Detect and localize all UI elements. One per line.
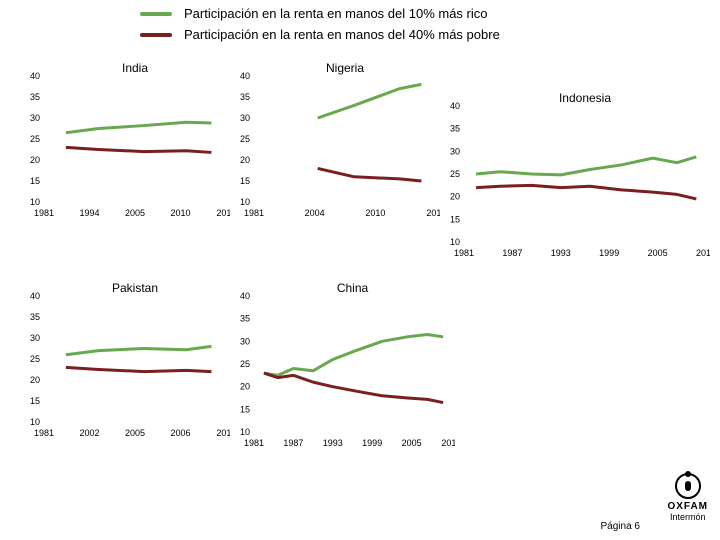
x-tick: 1993	[551, 248, 571, 258]
legend: Participación en la renta en manos del 1…	[140, 6, 500, 48]
oxfam-icon	[675, 473, 701, 499]
x-tick: 2002	[79, 428, 99, 438]
y-tick: 20	[30, 375, 40, 385]
legend-rich: Participación en la renta en manos del 1…	[140, 6, 500, 21]
chart-title: Nigeria	[326, 61, 364, 75]
x-tick: 2010	[170, 208, 190, 218]
x-tick: 1993	[323, 438, 343, 448]
legend-label-poor: Participación en la renta en manos del 4…	[184, 27, 500, 42]
y-tick: 15	[30, 176, 40, 186]
y-tick: 35	[240, 314, 250, 324]
chart-svg: India 10 15 20 25 30 35 40 1981 1994 2005 2010 2011	[20, 60, 230, 220]
chart-pakistan: Pakistan 10 15 20 25 30 35 40 1981 2002 2005 2006 20…	[20, 280, 230, 440]
oxfam-logo: OXFAM Intermón	[667, 473, 708, 522]
y-tick: 15	[30, 396, 40, 406]
y-tick: 25	[240, 359, 250, 369]
y-tick: 35	[30, 92, 40, 102]
x-tick: 2005	[402, 438, 422, 448]
x-tick: 2006	[170, 428, 190, 438]
x-tick: 1981	[244, 438, 264, 448]
y-tick: 15	[240, 404, 250, 414]
x-tick: 2011	[426, 208, 440, 218]
y-tick: 40	[30, 71, 40, 81]
y-tick: 40	[240, 71, 250, 81]
y-tick: 10	[240, 427, 250, 437]
series-line	[318, 168, 422, 181]
y-tick: 35	[30, 312, 40, 322]
y-tick: 30	[30, 113, 40, 123]
series-line	[264, 373, 443, 402]
y-tick: 25	[30, 134, 40, 144]
chart-svg: Indonesia 10 15 20 25 30 35 40 1981 1987 1993 1999 2…	[440, 90, 710, 260]
page-number: Página 6	[601, 521, 640, 532]
x-tick: 1999	[599, 248, 619, 258]
x-tick: 2010	[696, 248, 710, 258]
y-tick: 25	[240, 134, 250, 144]
y-tick: 30	[30, 333, 40, 343]
y-tick: 10	[30, 417, 40, 427]
x-tick: 1994	[79, 208, 99, 218]
series-line	[318, 84, 422, 118]
chart-title: Indonesia	[559, 91, 611, 105]
y-tick: 40	[450, 101, 460, 111]
y-tick: 30	[240, 336, 250, 346]
series-line	[66, 147, 212, 152]
series-line	[264, 335, 443, 376]
y-tick: 20	[30, 155, 40, 165]
x-tick: 2011	[441, 438, 455, 448]
legend-swatch-rich	[140, 12, 172, 16]
y-tick: 30	[240, 113, 250, 123]
x-tick: 2005	[648, 248, 668, 258]
x-tick: 1999	[362, 438, 382, 448]
x-tick: 2005	[125, 428, 145, 438]
series-line	[66, 122, 212, 133]
y-tick: 35	[240, 92, 250, 102]
chart-china: China 10 15 20 25 30 35 40 1981 1987 1993 1999 2005 2…	[230, 280, 455, 450]
x-tick: 1981	[34, 208, 54, 218]
x-tick: 1981	[34, 428, 54, 438]
y-tick: 25	[30, 354, 40, 364]
legend-label-rich: Participación en la renta en manos del 1…	[184, 6, 488, 21]
y-tick: 15	[450, 214, 460, 224]
x-tick: 1987	[502, 248, 522, 258]
x-tick: 2005	[125, 208, 145, 218]
logo-text-2: Intermón	[667, 512, 708, 522]
x-tick: 2011	[216, 208, 230, 218]
series-line	[476, 185, 696, 199]
chart-title: Pakistan	[112, 281, 158, 295]
chart-svg: Nigeria 10 15 20 25 30 35 40 1981 2004 2010 2011	[230, 60, 440, 220]
x-tick: 1987	[283, 438, 303, 448]
chart-svg: Pakistan 10 15 20 25 30 35 40 1981 2002 2005 2006 20…	[20, 280, 230, 440]
y-tick: 20	[240, 382, 250, 392]
series-line	[476, 157, 696, 175]
y-tick: 20	[450, 192, 460, 202]
x-tick: 1981	[244, 208, 264, 218]
series-line	[66, 367, 212, 371]
chart-india: India 10 15 20 25 30 35 40 1981 1994 2005 2010 2011	[20, 60, 230, 220]
legend-swatch-poor	[140, 33, 172, 37]
series-line	[66, 346, 212, 354]
logo-text-1: OXFAM	[667, 501, 708, 512]
chart-indonesia: Indonesia 10 15 20 25 30 35 40 1981 1987 1993 1999 2…	[440, 90, 710, 260]
x-tick: 2011	[216, 428, 230, 438]
legend-poor: Participación en la renta en manos del 4…	[140, 27, 500, 42]
y-tick: 35	[450, 124, 460, 134]
y-tick: 40	[240, 291, 250, 301]
y-tick: 10	[240, 197, 250, 207]
chart-nigeria: Nigeria 10 15 20 25 30 35 40 1981 2004 2010 2011	[230, 60, 440, 220]
y-tick: 10	[450, 237, 460, 247]
y-tick: 30	[450, 146, 460, 156]
x-tick: 2004	[305, 208, 325, 218]
y-tick: 15	[240, 176, 250, 186]
y-tick: 25	[450, 169, 460, 179]
chart-svg: China 10 15 20 25 30 35 40 1981 1987 1993 1999 2005 2…	[230, 280, 455, 450]
y-tick: 10	[30, 197, 40, 207]
x-tick: 2010	[365, 208, 385, 218]
chart-title: China	[337, 281, 369, 295]
y-tick: 40	[30, 291, 40, 301]
x-tick: 1981	[454, 248, 474, 258]
y-tick: 20	[240, 155, 250, 165]
chart-title: India	[122, 61, 148, 75]
